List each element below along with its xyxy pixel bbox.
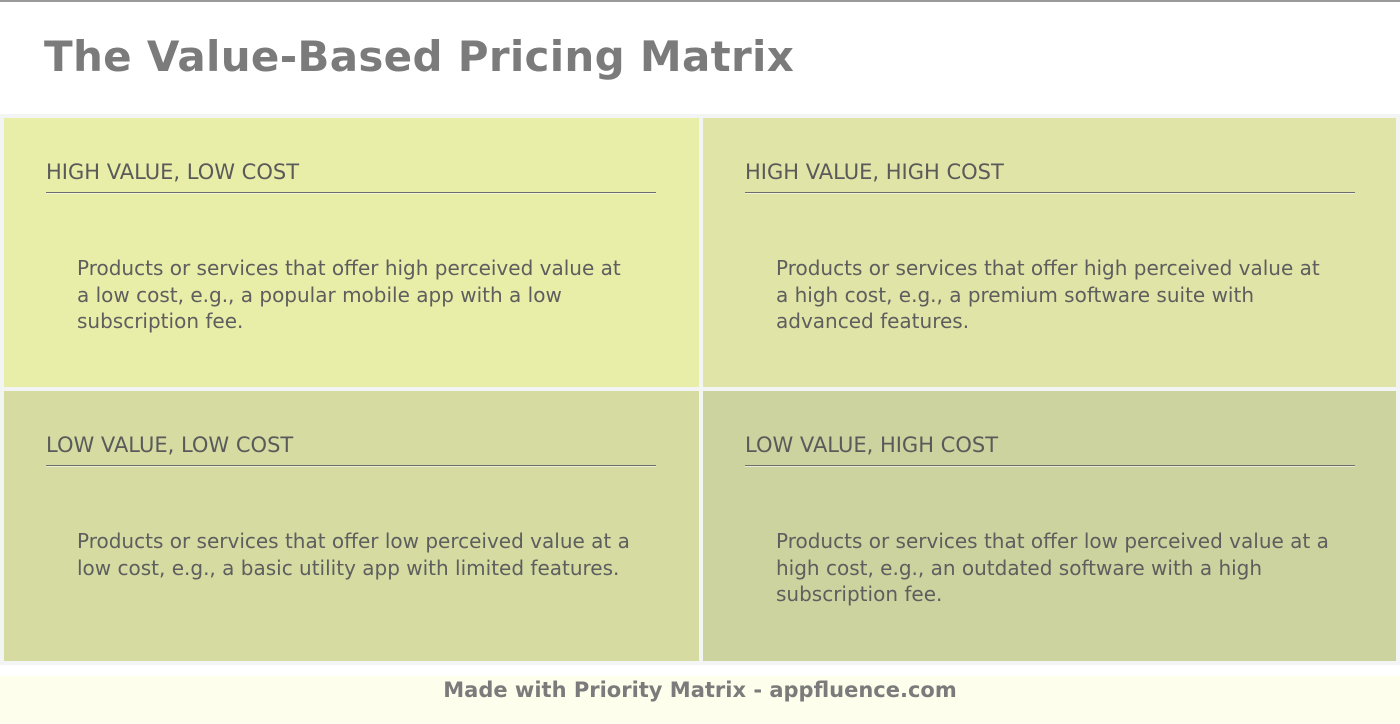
footer: Made with Priority Matrix - appfluence.c… [0, 676, 1400, 724]
quadrant-high-value-low-cost: HIGH VALUE, LOW COST Products or service… [4, 118, 699, 387]
pricing-matrix: HIGH VALUE, LOW COST Products or service… [0, 114, 1400, 665]
page-title: The Value-Based Pricing Matrix [44, 32, 795, 81]
quadrant-description: Products or services that offer low perc… [776, 529, 1329, 606]
quadrant-low-value-low-cost: LOW VALUE, LOW COST Products or services… [4, 391, 699, 661]
quadrant-high-value-high-cost: HIGH VALUE, HIGH COST Products or servic… [703, 118, 1396, 387]
footer-credit: Made with Priority Matrix - appfluence.c… [443, 678, 957, 702]
quadrant-heading: HIGH VALUE, HIGH COST [745, 160, 1355, 193]
quadrant-description: Products or services that offer high per… [776, 256, 1320, 333]
quadrant-heading: LOW VALUE, HIGH COST [745, 433, 1355, 466]
quadrant-heading: HIGH VALUE, LOW COST [46, 160, 656, 193]
quadrant-description: Products or services that offer low perc… [77, 529, 630, 580]
quadrant-heading: LOW VALUE, LOW COST [46, 433, 656, 466]
quadrant-low-value-high-cost: LOW VALUE, HIGH COST Products or service… [703, 391, 1396, 661]
quadrant-description: Products or services that offer high per… [77, 256, 621, 333]
